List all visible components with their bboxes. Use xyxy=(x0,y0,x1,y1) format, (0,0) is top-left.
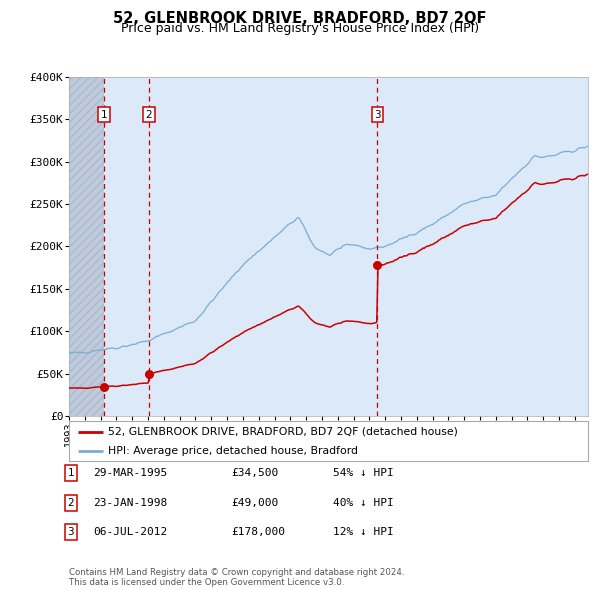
Text: 06-JUL-2012: 06-JUL-2012 xyxy=(93,527,167,537)
Text: 52, GLENBROOK DRIVE, BRADFORD, BD7 2QF (detached house): 52, GLENBROOK DRIVE, BRADFORD, BD7 2QF (… xyxy=(108,427,458,437)
Text: Price paid vs. HM Land Registry's House Price Index (HPI): Price paid vs. HM Land Registry's House … xyxy=(121,22,479,35)
Text: 52, GLENBROOK DRIVE, BRADFORD, BD7 2QF: 52, GLENBROOK DRIVE, BRADFORD, BD7 2QF xyxy=(113,11,487,25)
Bar xyxy=(377,77,588,416)
Text: 3: 3 xyxy=(67,527,74,537)
Text: 12% ↓ HPI: 12% ↓ HPI xyxy=(333,527,394,537)
Text: Contains HM Land Registry data © Crown copyright and database right 2024.
This d: Contains HM Land Registry data © Crown c… xyxy=(69,568,404,587)
Text: 2: 2 xyxy=(67,498,74,507)
Text: 54% ↓ HPI: 54% ↓ HPI xyxy=(333,468,394,478)
Bar xyxy=(104,77,149,416)
Bar xyxy=(149,77,377,416)
Text: 40% ↓ HPI: 40% ↓ HPI xyxy=(333,498,394,507)
Text: 29-MAR-1995: 29-MAR-1995 xyxy=(93,468,167,478)
Text: 1: 1 xyxy=(101,110,108,120)
Text: £34,500: £34,500 xyxy=(231,468,278,478)
Text: £49,000: £49,000 xyxy=(231,498,278,507)
Text: 23-JAN-1998: 23-JAN-1998 xyxy=(93,498,167,507)
Text: HPI: Average price, detached house, Bradford: HPI: Average price, detached house, Brad… xyxy=(108,446,358,456)
Text: £178,000: £178,000 xyxy=(231,527,285,537)
Text: 1: 1 xyxy=(67,468,74,478)
Text: 2: 2 xyxy=(146,110,152,120)
Bar xyxy=(69,77,104,416)
Text: 3: 3 xyxy=(374,110,381,120)
